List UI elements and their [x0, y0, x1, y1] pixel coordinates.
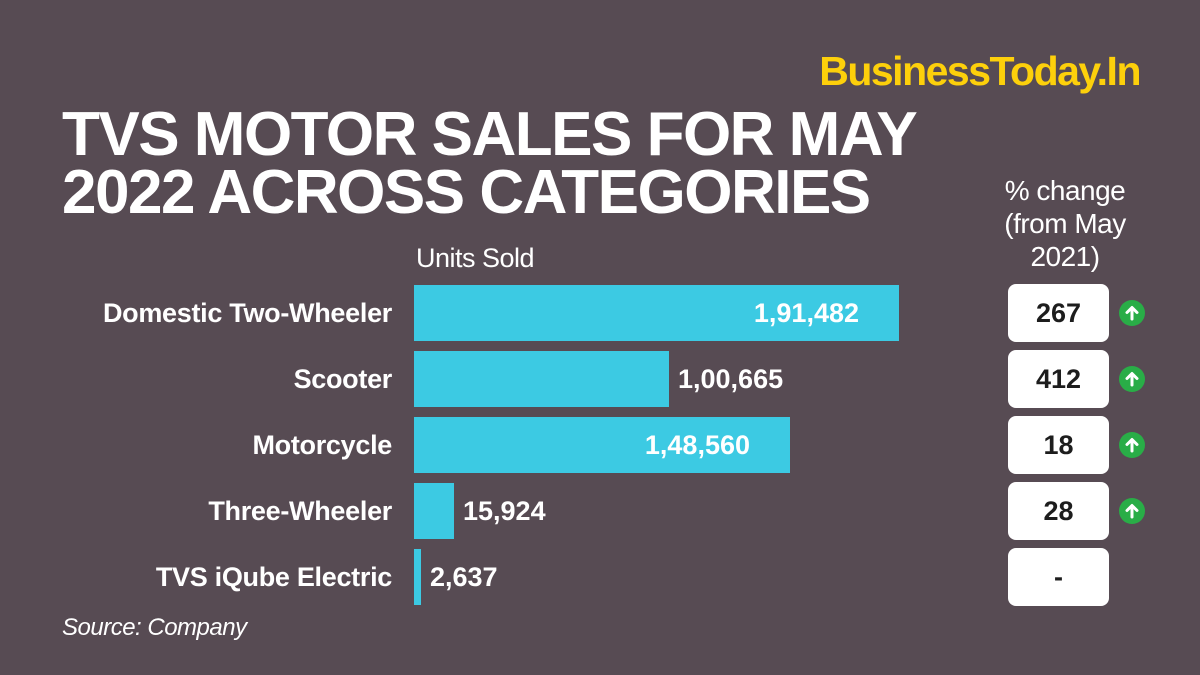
category-label: Motorcycle: [252, 430, 392, 460]
units-axis-label: Units Sold: [416, 243, 535, 273]
pct-change-box: 28: [1008, 482, 1109, 540]
brand-logo: BusinessToday.In: [819, 48, 1141, 94]
chart-title: TVS MOTOR SALES FOR MAY 2022 ACROSS CATE…: [62, 100, 917, 227]
value-label: 15,924: [463, 496, 546, 526]
table-row: TVS iQube Electric 2,637 -: [0, 548, 1200, 606]
arrow-up-icon: [1119, 498, 1145, 524]
table-row: Domestic Two-Wheeler 1,91,482 267: [0, 284, 1200, 342]
arrow-up-icon: [1119, 300, 1145, 326]
pct-change-box: 412: [1008, 350, 1109, 408]
bar: [414, 417, 790, 473]
pct-change-header: % change (from May 2021): [1004, 175, 1126, 272]
value-label: 1,00,665: [678, 364, 784, 394]
arrow-up-icon: [1119, 366, 1145, 392]
value-label: 2,637: [430, 562, 498, 592]
value-label: 1,91,482: [753, 298, 859, 328]
category-label: Three-Wheeler: [208, 496, 392, 526]
bar: [414, 483, 454, 539]
category-label: Scooter: [293, 364, 393, 394]
table-row: Scooter 1,00,665 412: [0, 350, 1200, 408]
source-note: Source: Company: [62, 614, 247, 641]
value-label: 1,48,560: [644, 430, 750, 460]
bar: [414, 351, 669, 407]
pct-change-box: 267: [1008, 284, 1109, 342]
bar: [414, 549, 421, 605]
table-row: Three-Wheeler 15,924 28: [0, 482, 1200, 540]
table-row: Motorcycle 1,48,560 18: [0, 416, 1200, 474]
pct-change-box: -: [1008, 548, 1109, 606]
arrow-up-icon: [1119, 432, 1145, 458]
pct-change-box: 18: [1008, 416, 1109, 474]
category-label: TVS iQube Electric: [155, 562, 392, 592]
category-label: Domestic Two-Wheeler: [102, 298, 392, 328]
bar: [414, 285, 899, 341]
